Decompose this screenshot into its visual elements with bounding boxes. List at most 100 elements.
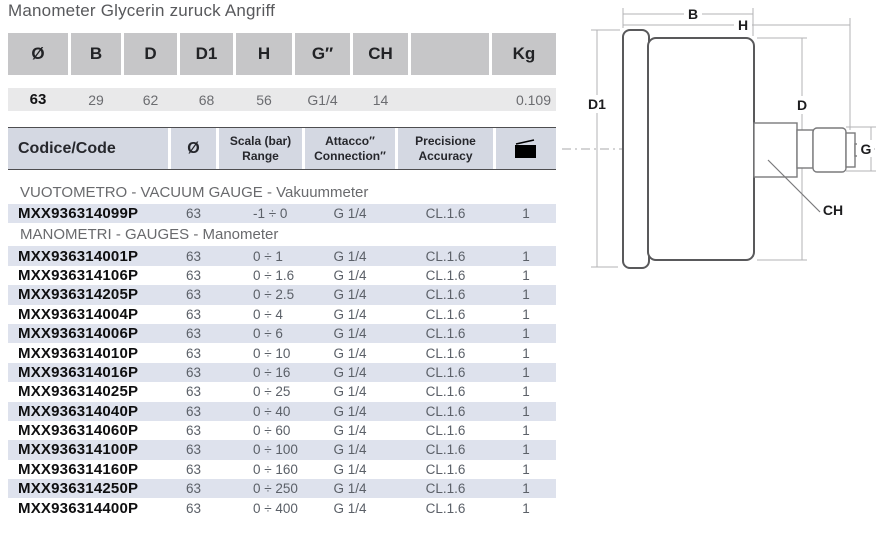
cell-accuracy: CL.1.6 — [425, 248, 466, 264]
cell-diameter: 63 — [185, 287, 202, 303]
cell-diameter: 63 — [185, 423, 202, 439]
cell-code: MXX936314060P — [18, 422, 139, 440]
cell-range: 0 ÷ 400 — [253, 500, 298, 516]
dimensions-header-cell: H — [236, 33, 292, 75]
cell-qty: 1 — [522, 206, 530, 222]
column-header-diameter: Ø — [171, 128, 216, 169]
cell-diameter: 63 — [185, 267, 202, 283]
dimensions-value-cell: 68 — [198, 91, 215, 108]
cell-qty: 1 — [522, 326, 530, 342]
cell-code: MXX936314016P — [18, 363, 139, 381]
cell-range: -1 ÷ 0 — [253, 206, 288, 222]
cell-range: 0 ÷ 4 — [253, 306, 283, 322]
cell-range: 0 ÷ 6 — [253, 326, 283, 342]
cell-accuracy: CL.1.6 — [425, 442, 466, 458]
dimensions-value-cell: 14 — [372, 91, 389, 108]
cell-accuracy: CL.1.6 — [425, 345, 466, 361]
cell-code: MXX936314250P — [18, 480, 139, 498]
dimensions-value-cell: 0.109 — [515, 91, 551, 108]
cell-connection: G 1/4 — [333, 306, 367, 322]
dimensions-value-cell: 63 — [29, 91, 47, 108]
dimensions-table-row: 63 29 62 68 56 G1/4 14 0.109 — [8, 88, 556, 111]
cell-code: MXX936314025P — [18, 383, 139, 401]
table-row: MXX936314205P 63 0 ÷ 2.5 G 1/4 CL.1.6 1 — [8, 285, 556, 305]
cell-connection: G 1/4 — [333, 442, 367, 458]
column-header-code: Codice/Code — [8, 128, 168, 169]
dimensions-header-cell: D — [124, 33, 177, 75]
cell-qty: 1 — [522, 306, 530, 322]
cell-diameter: 63 — [185, 500, 202, 516]
cell-diameter: 63 — [185, 461, 202, 477]
section-header: VUOTOMETRO - VACUUM GAUGE - Vakuummeter — [8, 176, 556, 204]
cell-range: 0 ÷ 10 — [253, 345, 291, 361]
cell-diameter: 63 — [185, 306, 202, 322]
cell-code: MXX936314160P — [18, 460, 139, 478]
gauge-bezel — [622, 29, 650, 269]
cell-code: MXX936314100P — [18, 441, 139, 459]
package-icon — [515, 138, 536, 158]
cell-accuracy: CL.1.6 — [425, 287, 466, 303]
cell-code: MXX936314106P — [18, 266, 139, 284]
dimensions-value-cell: 56 — [256, 91, 272, 108]
dimensions-header-cell: CH — [353, 33, 408, 75]
column-header-accuracy: Precisione Accuracy — [398, 128, 493, 169]
cell-diameter: 63 — [185, 248, 202, 264]
cell-range: 0 ÷ 160 — [253, 461, 298, 477]
products-table-body: VUOTOMETRO - VACUUM GAUGE - Vakuummeter M… — [8, 176, 556, 518]
products-table-header: Codice/Code Ø Scala (bar) Range Attacco″… — [8, 127, 556, 170]
cell-code: MXX936314205P — [18, 286, 139, 304]
cell-accuracy: CL.1.6 — [425, 364, 466, 380]
cell-code: MXX936314099P — [18, 205, 139, 223]
cell-qty: 1 — [522, 423, 530, 439]
table-row: MXX936314025P 63 0 ÷ 25 G 1/4 CL.1.6 1 — [8, 382, 556, 401]
cell-range: 0 ÷ 2.5 — [253, 287, 295, 303]
cell-accuracy: CL.1.6 — [425, 326, 466, 342]
table-row: MXX936314001P 63 0 ÷ 1 G 1/4 CL.1.6 1 — [8, 246, 556, 266]
cell-qty: 1 — [522, 403, 530, 419]
cell-qty: 1 — [522, 287, 530, 303]
hex-nut — [812, 127, 847, 173]
cell-range: 0 ÷ 250 — [253, 481, 298, 497]
cell-diameter: 63 — [185, 345, 202, 361]
table-row: MXX936314250P 63 0 ÷ 250 G 1/4 CL.1.6 1 — [8, 479, 556, 499]
cell-qty: 1 — [522, 345, 530, 361]
table-row: MXX936314100P 63 0 ÷ 100 G 1/4 CL.1.6 1 — [8, 440, 556, 460]
cell-connection: G 1/4 — [333, 345, 367, 361]
cell-connection: G 1/4 — [333, 481, 367, 497]
cell-code: MXX936314006P — [18, 325, 139, 343]
cell-qty: 1 — [522, 248, 530, 264]
dimensions-value-cell: G1/4 — [307, 91, 338, 108]
cell-range: 0 ÷ 25 — [253, 384, 291, 400]
cell-accuracy: CL.1.6 — [425, 206, 466, 222]
cell-accuracy: CL.1.6 — [425, 461, 466, 477]
cell-accuracy: CL.1.6 — [425, 306, 466, 322]
dimensions-header-cell: D1 — [180, 33, 233, 75]
cell-diameter: 63 — [185, 442, 202, 458]
ch-leader-line — [767, 159, 821, 213]
cell-code: MXX936314001P — [18, 247, 139, 265]
cell-accuracy: CL.1.6 — [425, 403, 466, 419]
dimensions-header-cell: G″ — [295, 33, 350, 75]
table-row: MXX936314016P 63 0 ÷ 16 G 1/4 CL.1.6 1 — [8, 362, 556, 383]
cell-connection: G 1/4 — [333, 461, 367, 477]
dimensions-header-cell: Kg — [492, 33, 556, 75]
thread-cap — [845, 132, 856, 168]
cell-code: MXX936314010P — [18, 344, 139, 362]
table-row: MXX936314010P 63 0 ÷ 10 G 1/4 CL.1.6 1 — [8, 343, 556, 362]
connection-block — [753, 122, 798, 178]
cell-connection: G 1/4 — [333, 287, 367, 303]
cell-code: MXX936314400P — [18, 499, 139, 517]
dimension-label-ch: CH — [823, 202, 843, 218]
cell-accuracy: CL.1.6 — [425, 267, 466, 283]
dimensions-header-cell — [411, 33, 489, 75]
table-row: MXX936314040P 63 0 ÷ 40 G 1/4 CL.1.6 1 — [8, 401, 556, 421]
cell-code: MXX936314040P — [18, 402, 139, 420]
dimensions-header-cell: Ø — [8, 33, 68, 75]
gauge-technical-drawing: B H D1 D G CH — [562, 5, 878, 269]
cell-connection: G 1/4 — [333, 384, 367, 400]
dimension-label-d1: D1 — [588, 96, 606, 112]
table-row: MXX936314400P 63 0 ÷ 400 G 1/4 CL.1.6 1 — [8, 498, 556, 517]
cell-accuracy: CL.1.6 — [425, 481, 466, 497]
cell-accuracy: CL.1.6 — [425, 423, 466, 439]
table-row: MXX936314004P 63 0 ÷ 4 G 1/4 CL.1.6 1 — [8, 305, 556, 324]
